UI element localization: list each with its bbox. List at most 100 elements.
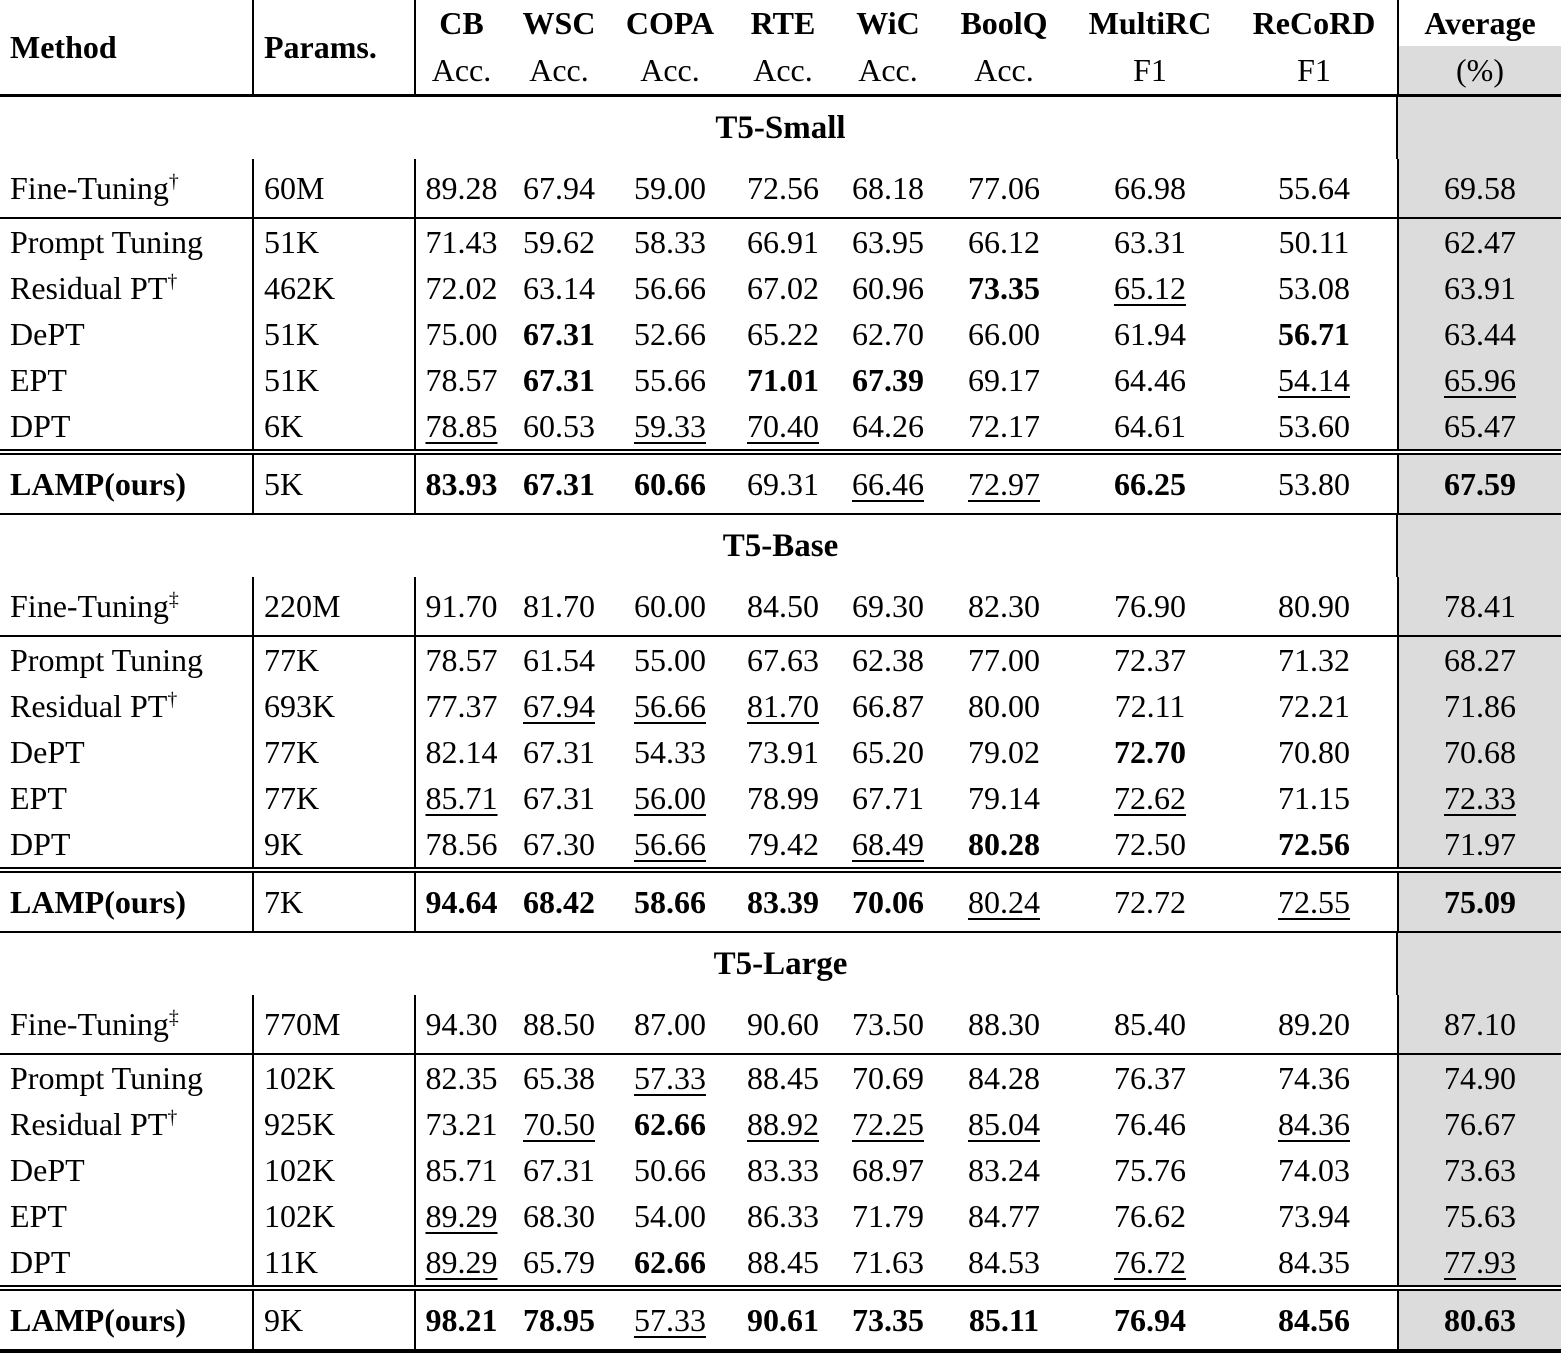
method-cell: Fine-Tuning‡ [0,995,254,1055]
metric-cell: 66.87 [852,687,924,724]
method-cell: DePT [0,311,254,357]
metric-cell: 72.37 [1114,641,1186,678]
metric-cell: 84.28 [968,1059,1040,1096]
metric-cell: 65.12 [1114,269,1186,306]
metric-cell: 78.99 [747,779,819,816]
metric-cell: 67.02 [747,269,819,306]
metric-cell: 88.92 [747,1105,819,1142]
metric-cell: 84.56 [1231,1285,1398,1353]
metric-cell: 82.30 [939,577,1069,637]
metric-cell: 80.00 [968,687,1040,724]
metric-cell: 76.62 [1114,1197,1186,1234]
metric-cell: 80.28 [968,825,1040,862]
metric-cell: 59.33 [634,407,706,444]
metric-cell: 60.53 [523,407,595,444]
metric-cell: 56.66 [634,687,706,724]
method-cell: DPT [0,1239,254,1288]
metric-cell: 62.66 [634,1105,706,1142]
table-row: DePT 102K 85.71 67.31 50.66 83.33 68.97 83.24 75… [0,1147,1561,1193]
metric-cell: 55.64 [1231,159,1398,219]
metric-cell: 70.80 [1278,733,1350,770]
metric-cell: 63.14 [523,269,595,306]
metric-cell: 54.14 [1278,361,1350,398]
table-row: DPT 9K 78.56 67.30 56.66 79.42 68.49 80.28 72.50… [0,821,1561,870]
params-cell: 7K [253,867,416,933]
metric-cell: 66.46 [837,449,939,515]
average-cell: 73.63 [1397,1147,1561,1193]
metric-cell: 70.50 [523,1105,595,1142]
metric-cell: 71.15 [1278,779,1350,816]
metric-cell: 84.35 [1278,1243,1350,1280]
method-cell: EPT [0,775,254,821]
method-cell: EPT [0,1193,254,1239]
average-cell: 65.47 [1397,403,1561,452]
metric-cell: 73.35 [968,269,1040,306]
metric-cell: 88.45 [747,1243,819,1280]
metric-cell: 77.06 [939,159,1069,219]
metric-cell: 90.60 [729,995,837,1055]
metric-cell: 69.31 [729,449,837,515]
params-cell: 925K [253,1101,416,1147]
metric-cell: 70.40 [747,407,819,444]
metric-cell: 78.85 [425,407,498,444]
metric-cell: 60.00 [611,577,729,637]
metric-cell: 65.38 [523,1059,595,1096]
average-cell: 63.91 [1397,265,1561,311]
metric-cell: 79.02 [968,733,1040,770]
metric-cell: 83.39 [729,867,837,933]
metric-cell: 71.79 [852,1197,924,1234]
method-cell: Fine-Tuning‡ [0,577,254,637]
metric-cell: 66.91 [747,223,819,260]
metric-cell: 69.17 [968,361,1040,398]
metric-cell: 89.29 [425,1197,498,1234]
metric-cell: 66.98 [1069,159,1231,219]
column-subheader-wsc: Acc. [507,46,611,97]
table-row: DePT 51K 75.00 67.31 52.66 65.22 62.70 66.00 61.… [0,311,1561,357]
column-subheader-average: (%) [1397,46,1561,97]
metric-cell: 82.35 [425,1059,498,1096]
metric-cell: 58.33 [634,223,706,260]
params-cell: 60M [253,159,416,219]
metric-cell: 87.00 [611,995,729,1055]
metric-cell: 62.66 [634,1243,706,1280]
params-cell: 9K [253,1285,416,1353]
average-cell: 75.63 [1397,1193,1561,1239]
table-row: Residual PT† 693K 77.37 67.94 56.66 81.70 66.8… [0,683,1561,729]
metric-cell: 78.57 [425,361,498,398]
metric-cell: 58.66 [611,867,729,933]
metric-cell: 88.50 [507,995,611,1055]
metric-cell: 76.94 [1069,1285,1231,1353]
column-header-boolq: BoolQ [960,4,1048,41]
metric-cell: 65.79 [523,1243,595,1280]
metric-cell: 72.50 [1114,825,1186,862]
metric-cell: 65.20 [852,733,924,770]
metric-cell: 72.02 [425,269,498,306]
params-cell: 770M [253,995,416,1055]
metric-cell: 67.31 [523,779,595,816]
metric-cell: 53.60 [1278,407,1350,444]
metric-cell: 56.71 [1278,315,1350,352]
params-cell: 102K [253,1193,416,1239]
average-cell: 71.97 [1397,821,1561,870]
metric-cell: 73.91 [747,733,819,770]
metric-cell: 83.93 [415,449,507,515]
method-column-header: Method [0,0,254,97]
section-title: T5-Large [0,932,1561,995]
metric-cell: 60.66 [611,449,729,515]
metric-cell: 72.62 [1114,779,1186,816]
column-header-wic: WiC [856,4,920,41]
metric-cell: 67.31 [507,449,611,515]
column-subheader-copa: Acc. [611,46,729,97]
average-cell: 74.90 [1397,1054,1561,1101]
metric-cell: 85.40 [1069,995,1231,1055]
metric-cell: 67.31 [523,1151,595,1188]
metric-cell: 94.30 [415,995,507,1055]
average-cell: 63.44 [1397,311,1561,357]
column-header-multirc: MultiRC [1088,4,1212,41]
header-row-subunits: Acc. Acc. Acc. Acc. Acc. Acc. F1 F1 (%) [0,46,1561,97]
metric-cell: 52.66 [634,315,706,352]
metric-cell: 84.36 [1278,1105,1350,1142]
metric-cell: 71.63 [852,1243,924,1280]
average-cell: 65.96 [1397,357,1561,403]
metric-cell: 72.17 [968,407,1040,444]
